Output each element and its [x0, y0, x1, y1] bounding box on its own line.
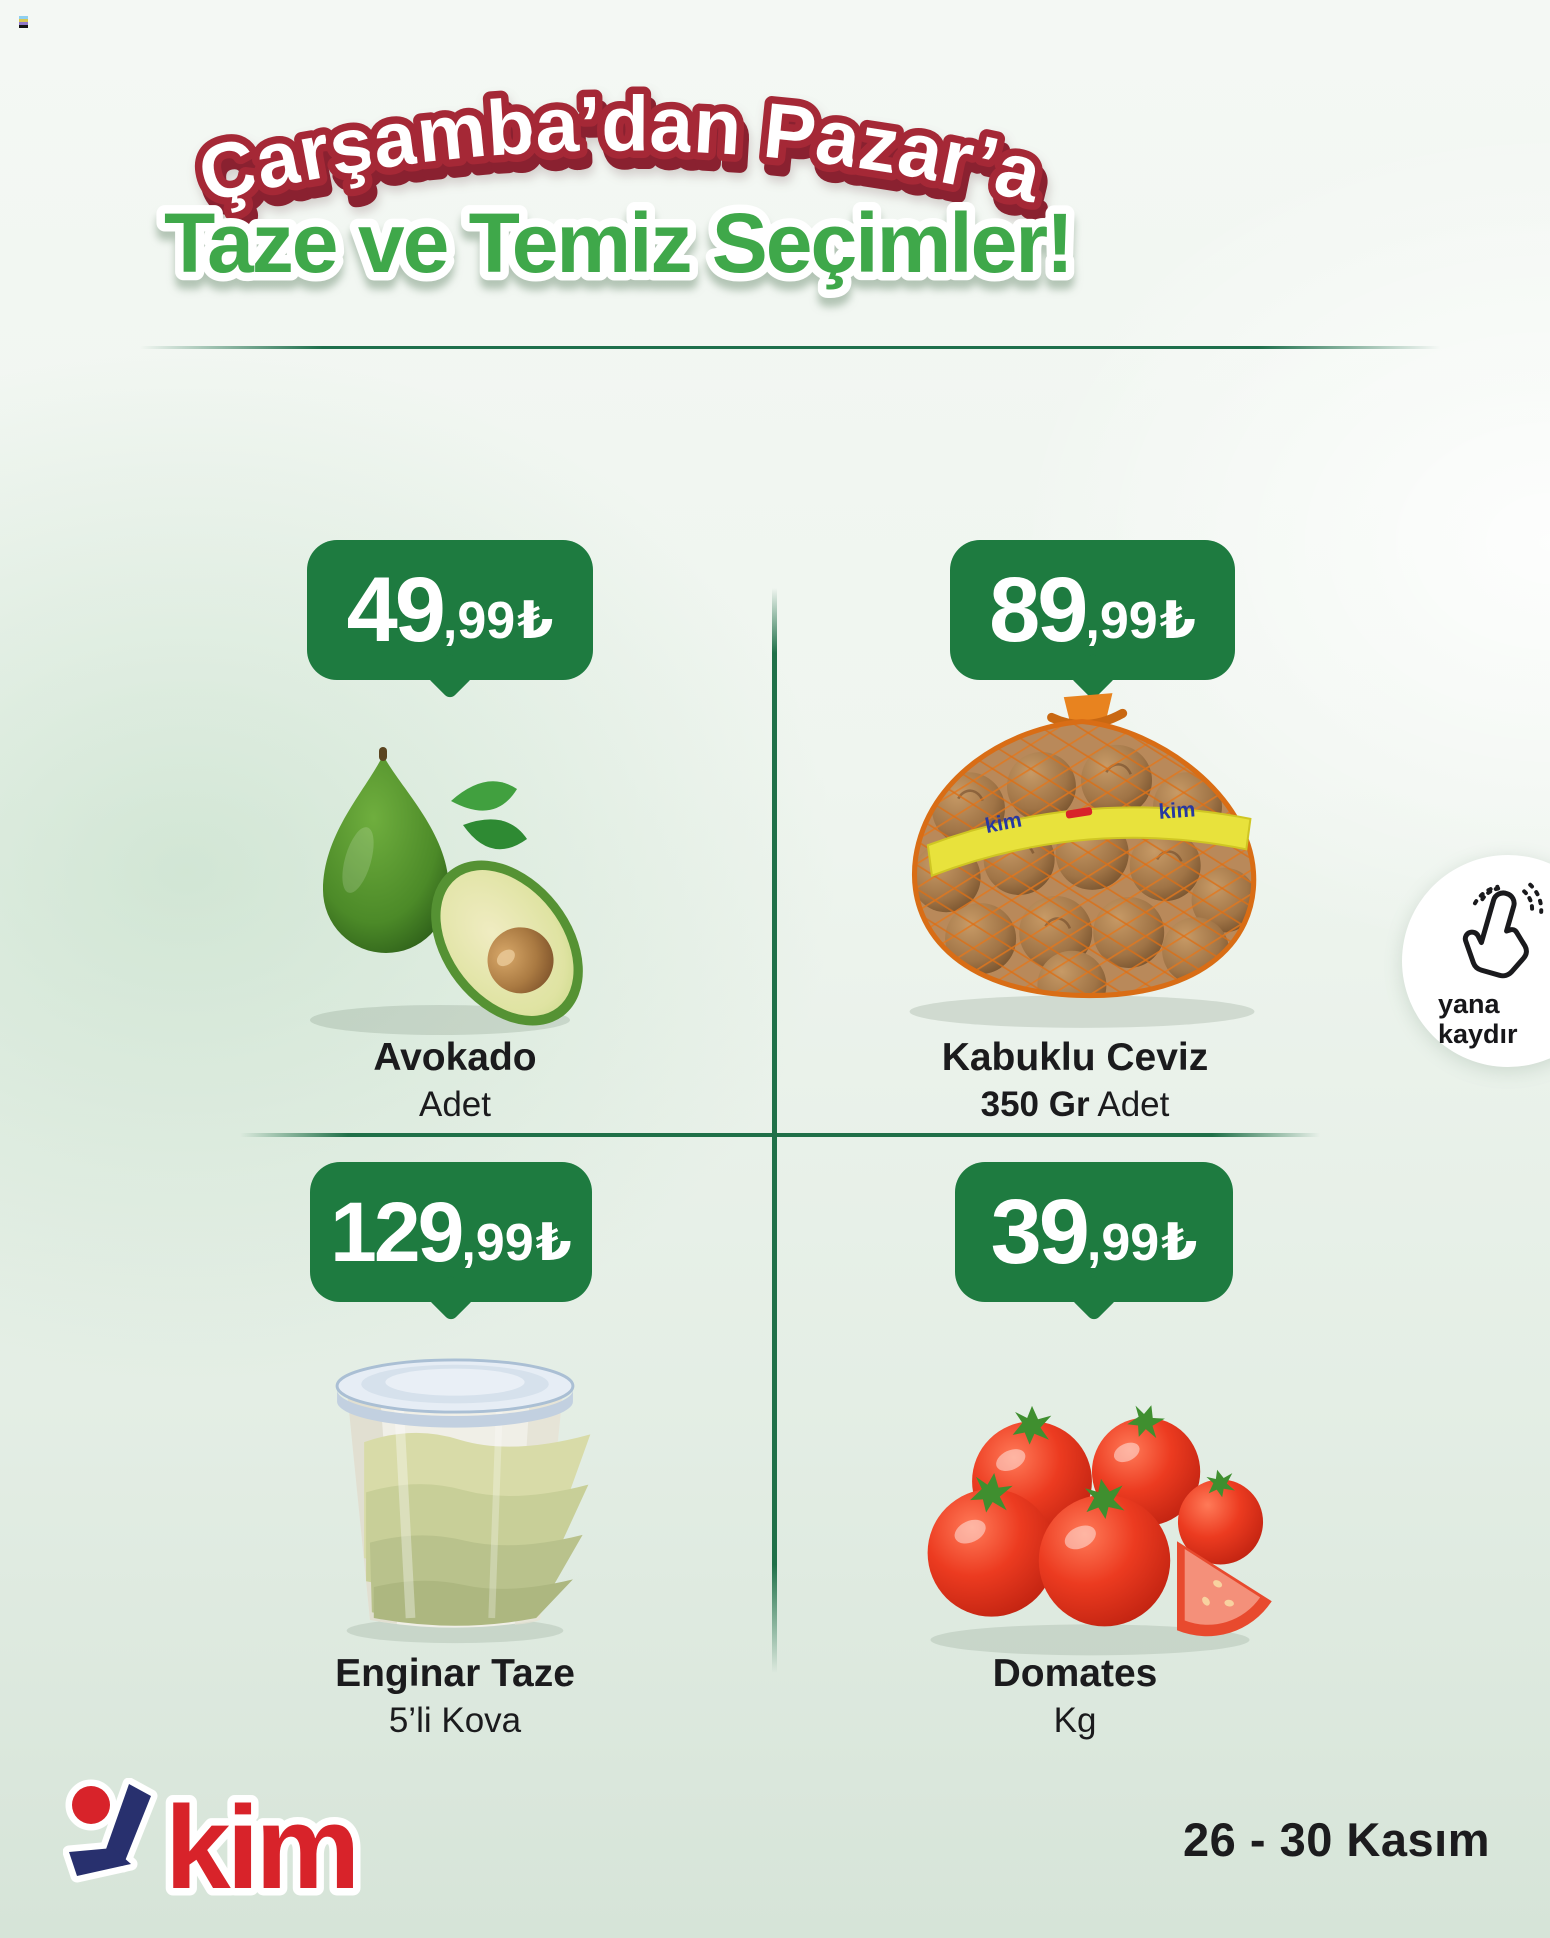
- kim-logo-text: kim: [165, 1782, 356, 1913]
- swipe-hint-label: yana kaydır: [1438, 989, 1518, 1050]
- product-unit: 350 Gr Adet: [980, 1084, 1170, 1124]
- product-name: Enginar Taze: [335, 1652, 575, 1695]
- price-int: 129: [330, 1185, 464, 1279]
- price-dec: ,99: [461, 1214, 534, 1272]
- headline-line2-text: Taze ve Temiz Seçimler!: [164, 198, 1072, 290]
- product-label-avokado: Avokado Adet: [155, 1036, 755, 1125]
- walnut-bag-icon: kim kim: [909, 693, 1257, 1028]
- price-badge-ceviz: 89,99 ₺: [950, 540, 1235, 701]
- avocado-icon: [310, 747, 583, 1035]
- print-color-mark: [19, 16, 28, 28]
- currency-symbol: ₺: [1161, 1214, 1198, 1272]
- price-badge-avokado: 49,99 ₺: [307, 540, 593, 701]
- product-label-enginar: Enginar Taze 5’li Kova: [155, 1652, 755, 1741]
- validity-dates: 26 - 30 Kasım: [1183, 1813, 1490, 1866]
- swipe-hint-circle[interactable]: yana kaydır: [1402, 855, 1550, 1067]
- price-dec: ,99: [442, 592, 516, 650]
- product-name: Kabuklu Ceviz: [941, 1036, 1209, 1079]
- price-badge-enginar: 129,99 ₺: [310, 1162, 592, 1323]
- price-dec: ,99: [1085, 592, 1158, 650]
- product-unit: Kg: [1053, 1700, 1097, 1740]
- product-name: Avokado: [373, 1036, 537, 1079]
- kim-logo-mark: [63, 1778, 158, 1883]
- product-label-domates: Domates Kg: [775, 1652, 1375, 1741]
- price-int: 89: [989, 559, 1088, 661]
- currency-symbol: ₺: [535, 1214, 572, 1272]
- price-int: 49: [346, 559, 446, 661]
- product-unit: 5’li Kova: [388, 1700, 522, 1740]
- svg-text:kim: kim: [1158, 797, 1196, 824]
- product-name: Domates: [992, 1652, 1158, 1695]
- badge-pointer: [426, 1273, 476, 1323]
- price-int: 39: [990, 1181, 1090, 1283]
- kim-logo: kim: [63, 1778, 368, 1913]
- currency-symbol: ₺: [1159, 592, 1196, 650]
- artichoke-bucket-icon: [335, 1358, 591, 1644]
- grid-vertical-divider: [772, 588, 777, 1673]
- hand-tap-icon: [1462, 882, 1544, 979]
- grid-horizontal-divider: [240, 1133, 1320, 1137]
- headline-line2: Taze ve Temiz Seçimler!: [156, 198, 1083, 299]
- product-unit: Adet: [419, 1084, 491, 1124]
- price-badge-domates: 39,99 ₺: [955, 1162, 1233, 1323]
- currency-symbol: ₺: [517, 592, 554, 650]
- product-label-ceviz: Kabuklu Ceviz 350 Gr Adet: [775, 1036, 1375, 1125]
- title-divider: [140, 346, 1440, 349]
- headline-line1: Çarşamba’dan Pazar’a Çarşamba’dan Pazar’…: [183, 72, 1063, 238]
- tomatoes-icon: [927, 1399, 1272, 1656]
- price-dec: ,99: [1086, 1214, 1160, 1272]
